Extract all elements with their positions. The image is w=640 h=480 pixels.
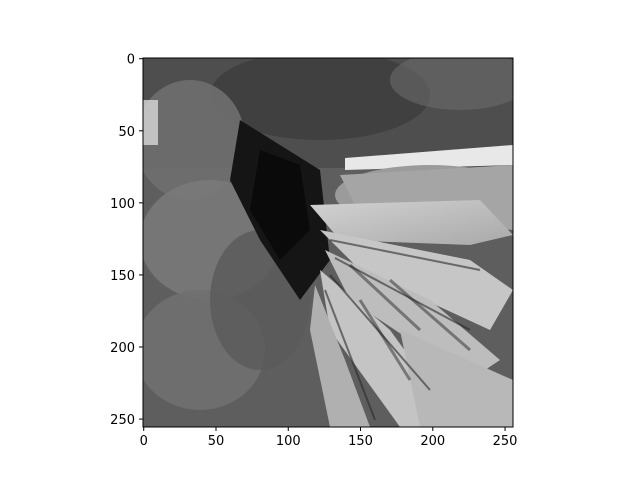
x-tick-label: 250 [493, 434, 518, 449]
x-tick-label: 50 [208, 434, 225, 449]
y-tick-label: 50 [118, 125, 135, 140]
x-tick-label: 100 [276, 434, 301, 449]
x-tick-label: 0 [140, 434, 148, 449]
y-tick-label: 100 [110, 197, 135, 212]
y-tick-label: 150 [110, 269, 135, 284]
y-tick-label: 200 [110, 341, 135, 356]
y-tick-label: 250 [110, 413, 135, 428]
heatmap-image [143, 58, 513, 427]
x-tick-label: 150 [348, 434, 373, 449]
axes-frame [142, 57, 514, 428]
y-tick-label: 0 [127, 53, 135, 68]
x-tick-label: 200 [420, 434, 445, 449]
